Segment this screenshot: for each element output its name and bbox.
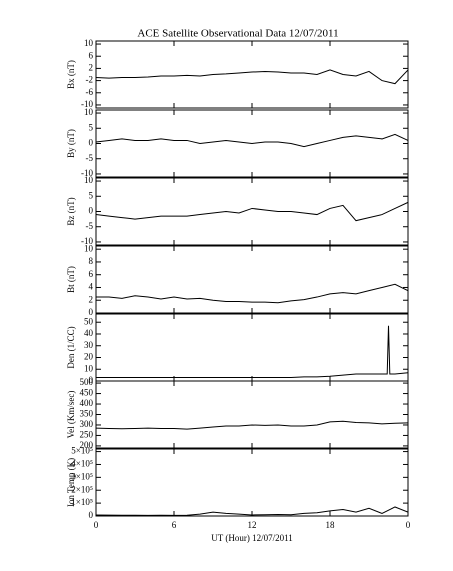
data-line [95,420,409,430]
x-axis-label: UT (Hour) 12/07/2011 [211,533,293,543]
y-tick-label: 450 [80,388,94,398]
data-line [95,201,409,222]
y-tick-label: 1×10⁵ [71,497,93,507]
y-tick-label: 0 [89,510,94,520]
y-tick-label: -5 [86,221,94,231]
data-line [96,283,409,304]
data-line [95,506,409,516]
y-axis-label: Bx (nT) [66,60,76,89]
data-line [96,325,409,378]
y-tick-label: 200 [80,440,94,450]
y-tick-label: 10 [84,175,94,185]
data-line [95,133,409,148]
x-tick-label: 6 [172,520,177,530]
y-axis-label: Bt (nT) [66,266,76,293]
x-tick-label: 12 [248,520,257,530]
y-tick-label: 6 [89,269,94,279]
y-tick-label: 5 [89,190,94,200]
y-tick-label: 10 [84,107,94,117]
y-tick-label: 2 [89,62,94,72]
y-tick-label: 5 [89,122,94,132]
x-tick-label: 18 [326,520,336,530]
y-tick-label: -2 [86,75,94,85]
y-tick-label: 2×10⁵ [71,484,93,494]
y-tick-label: 40 [84,328,94,338]
y-tick-label: -5 [86,153,94,163]
y-tick-label: -6 [86,87,94,97]
y-tick-label: 10 [84,243,94,253]
y-tick-label: -10 [81,168,93,178]
y-tick-label: 0 [89,307,94,317]
chart-title: ACE Satellite Observational Data 12/07/2… [137,28,338,40]
y-axis-label: Den (1/CC) [66,326,76,368]
y-tick-label: 50 [84,316,94,326]
y-tick-label: 400 [80,398,94,408]
y-tick-label: 20 [84,352,94,362]
y-tick-label: -10 [81,99,93,109]
y-tick-label: 0 [89,138,94,148]
y-tick-label: 2 [89,294,94,304]
y-tick-label: 4×10⁵ [71,459,93,469]
y-tick-label: 0 [89,375,94,385]
y-axis-label: By (nT) [66,129,76,158]
y-tick-label: 4 [89,282,94,292]
y-axis-label: Ion Temp (K) [66,458,76,507]
y-tick-label: 8 [89,256,94,266]
y-tick-label: 250 [80,430,94,440]
x-tick-label: 0 [406,520,411,530]
y-tick-label: 5×10⁵ [71,446,93,456]
x-tick-label: 0 [94,520,99,530]
y-tick-label: 500 [80,377,94,387]
y-tick-label: 0 [89,206,94,216]
y-tick-label: 3×10⁵ [71,471,93,481]
y-tick-label: 10 [84,363,94,373]
y-tick-label: 6 [89,50,94,60]
y-axis-label: Vel (Km/sec) [66,391,76,439]
y-tick-label: -10 [81,236,93,246]
y-tick-label: 350 [80,409,94,419]
y-tick-label: 30 [84,340,94,350]
y-axis-label: Bz (nT) [66,197,76,225]
data-line [95,69,409,85]
y-tick-label: 300 [80,419,94,429]
y-tick-label: 10 [84,38,94,48]
